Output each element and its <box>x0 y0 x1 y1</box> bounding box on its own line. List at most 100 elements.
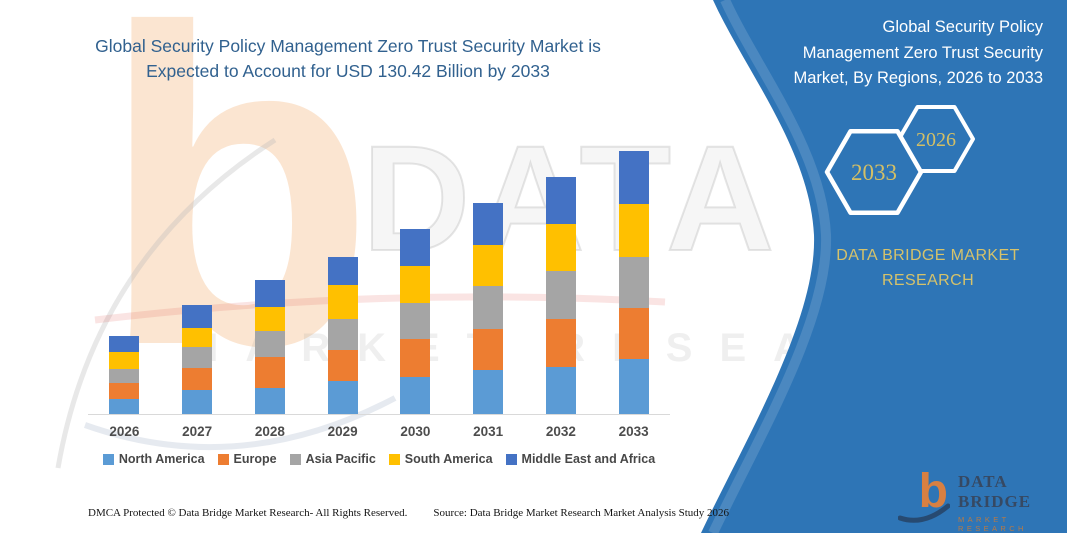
hexagon-2033-label: 2033 <box>851 160 897 185</box>
side-panel-brand-line1: DATA BRIDGE MARKET <box>836 247 1020 264</box>
bar-slot <box>597 118 670 414</box>
side-panel-title-line1: Global Security Policy <box>882 18 1043 36</box>
bar-segment <box>254 357 285 389</box>
bar-segment <box>254 307 285 332</box>
bar-segment <box>473 245 504 287</box>
bar-segment <box>400 303 431 339</box>
bar-segment <box>473 370 504 414</box>
legend: North America Europe Asia Pacific South Ame… <box>88 452 670 466</box>
bar-segment <box>327 381 358 414</box>
legend-swatch-icon <box>388 453 400 465</box>
stacked-bar-2030 <box>400 229 431 414</box>
side-panel-brand-line2: RESEARCH <box>881 272 975 289</box>
bar-segment <box>254 388 285 414</box>
brand-logo-mark: b <box>898 467 950 526</box>
x-axis-label: 2029 <box>327 424 358 439</box>
stacked-bar-2032 <box>545 176 576 414</box>
legend-label: Middle East and Africa <box>521 452 656 466</box>
bar-segment <box>182 328 213 347</box>
bar-segment <box>327 319 358 351</box>
legend-swatch-icon <box>505 453 517 465</box>
legend-item: North America <box>102 452 205 466</box>
bar-segment <box>618 308 649 360</box>
bar-slot <box>379 118 452 414</box>
side-panel-shape <box>701 0 1067 533</box>
x-axis-label: 2027 <box>182 424 213 439</box>
bar-segment <box>182 305 213 328</box>
bar-segment <box>618 256 649 309</box>
stacked-bar-2028 <box>254 280 285 414</box>
bar-segment <box>618 359 649 414</box>
bar-segment <box>400 229 431 266</box>
bar-segment <box>473 329 504 371</box>
logo-swoosh-icon <box>898 503 950 523</box>
legend-swatch-icon <box>217 453 229 465</box>
x-axis-label: 2033 <box>618 424 649 439</box>
side-panel-title: Global Security Policy Management Zero T… <box>755 15 1043 92</box>
x-axis-label: 2028 <box>254 424 285 439</box>
footer: DMCA Protected © Data Bridge Market Rese… <box>88 507 729 519</box>
bar-slot <box>452 118 525 414</box>
bar-segment <box>327 285 358 320</box>
bar-segment <box>327 350 358 382</box>
bar-segment <box>182 347 213 368</box>
side-panel-highlight-curve <box>708 0 832 533</box>
bar-segment <box>618 150 649 204</box>
x-axis-label: 2030 <box>400 424 431 439</box>
bar-segment <box>545 271 576 320</box>
bar-segment <box>400 377 431 414</box>
stacked-bar-2029 <box>327 256 358 414</box>
brand-logo-text: DATA BRIDGE MARKET RESEARCH <box>958 472 1067 533</box>
legend-item: Middle East and Africa <box>505 452 656 466</box>
bar-slot <box>525 118 598 414</box>
bar-segment <box>473 286 504 330</box>
side-panel-title-line2: Management Zero Trust Security <box>802 43 1043 62</box>
bar-segment <box>182 390 213 414</box>
hexagon-2033 <box>824 129 924 215</box>
x-axis-labels: 2026 2027 2028 2029 2030 2031 2032 2033 <box>88 424 670 439</box>
bar-segment <box>109 383 140 400</box>
main-title-line1: Global Security Policy Management Zero T… <box>95 36 601 56</box>
bar-segment <box>473 202 504 246</box>
stacked-bar-2031 <box>473 202 504 414</box>
bar-segment <box>254 331 285 358</box>
stacked-bar-2033 <box>618 150 649 414</box>
logo-monogram: b <box>918 464 948 518</box>
bar-segment <box>545 176 576 225</box>
stacked-bar-2027 <box>182 305 213 414</box>
bar-segment <box>400 339 431 377</box>
legend-item: South America <box>388 452 493 466</box>
bar-segment <box>109 352 140 370</box>
footer-dmca-text: DMCA Protected © Data Bridge Market Rese… <box>88 507 408 519</box>
logo-tagline: MARKET RESEARCH <box>958 515 1027 533</box>
bar-segment <box>109 369 140 384</box>
x-axis-label: 2032 <box>545 424 576 439</box>
stacked-bar-2026 <box>109 336 140 414</box>
bar-slot <box>234 118 307 414</box>
bar-segment <box>109 399 140 414</box>
bar-segment <box>400 266 431 303</box>
legend-label: Europe <box>233 452 277 466</box>
bar-segment <box>327 256 358 286</box>
bar-segment <box>545 367 576 414</box>
main-title: Global Security Policy Management Zero T… <box>56 34 640 84</box>
hexagon-2026-label: 2026 <box>916 129 956 151</box>
main-title-line2: Expected to Account for USD 130.42 Billi… <box>146 61 550 81</box>
legend-label: Asia Pacific <box>305 452 376 466</box>
bar-segment <box>182 368 213 390</box>
legend-label: South America <box>404 452 493 466</box>
x-axis-label: 2026 <box>109 424 140 439</box>
legend-item: Europe <box>217 452 277 466</box>
bar-segment <box>545 224 576 272</box>
footer-source-text: Source: Data Bridge Market Research Mark… <box>433 507 730 519</box>
logo-name: DATA BRIDGE <box>958 472 1032 511</box>
side-panel-title-line3: Market, By Regions, 2026 to 2033 <box>793 69 1043 87</box>
legend-swatch-icon <box>102 453 114 465</box>
bar-segment <box>618 203 649 257</box>
legend-label: North America <box>118 452 205 466</box>
plot-area <box>88 118 670 415</box>
bar-segment <box>254 280 285 308</box>
bar-segment <box>545 319 576 368</box>
